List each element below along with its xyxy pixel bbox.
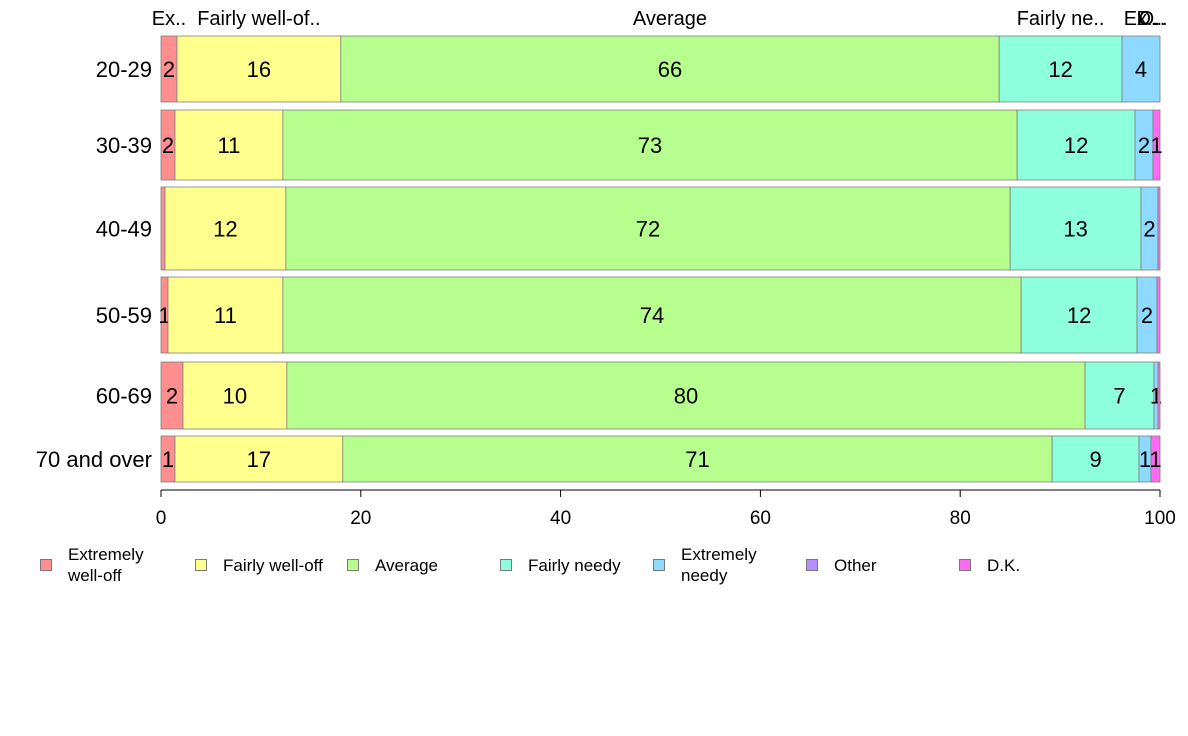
legend-swatch xyxy=(347,559,359,571)
legend-swatch xyxy=(40,559,52,571)
legend-item-dk: D.K. xyxy=(959,543,1020,587)
data-label: 1 xyxy=(1150,133,1162,158)
bar-segment xyxy=(1156,276,1161,354)
legend-label: Other xyxy=(834,555,877,575)
bar-segment xyxy=(1020,276,1138,354)
data-label: 12 xyxy=(213,217,237,242)
legend-label: Fairly needy xyxy=(528,555,621,575)
bar-segment xyxy=(1016,109,1136,181)
bar-segment xyxy=(1051,435,1140,483)
segment-top-label: Ex.. xyxy=(152,8,186,30)
data-label: 12 xyxy=(1064,133,1088,158)
data-label: 2 xyxy=(1143,217,1155,242)
bar-segment xyxy=(285,186,1011,271)
data-label: 16 xyxy=(247,57,271,82)
segment-top-label: Fairly well-of.. xyxy=(197,8,320,30)
bar-segment xyxy=(1121,35,1161,103)
data-label: 66 xyxy=(658,57,682,82)
bar-segment xyxy=(340,35,1000,103)
data-label: 2 xyxy=(163,57,175,82)
y-tick-label: 30-39 xyxy=(96,133,152,158)
bar-segment xyxy=(342,435,1053,483)
data-label: 2 xyxy=(1141,303,1153,328)
bar-segment xyxy=(167,276,284,354)
x-tick-label: 80 xyxy=(950,508,971,529)
data-label: 12 xyxy=(1048,57,1072,82)
y-tick-label: 20-29 xyxy=(96,57,152,82)
bar-segment xyxy=(286,361,1086,430)
data-label: 2 xyxy=(162,133,174,158)
data-label: 4 xyxy=(1135,57,1147,82)
legend-label: Fairly well-off xyxy=(223,555,323,575)
x-tick-label: 40 xyxy=(550,508,571,529)
data-label: 1 xyxy=(162,447,174,472)
bar-segment xyxy=(1009,186,1142,271)
data-label: 12 xyxy=(1067,303,1091,328)
legend-swatch xyxy=(195,559,207,571)
data-label: 74 xyxy=(640,303,664,328)
x-tick-label: 20 xyxy=(350,508,371,529)
data-label: 11 xyxy=(214,303,237,328)
data-label: 10 xyxy=(223,384,247,409)
legend-item-average: Average xyxy=(347,543,438,587)
segment-top-label: O.. xyxy=(1139,8,1166,30)
bar-segment xyxy=(1084,361,1155,430)
legend-item-extremely-well-off: Extremely well-off xyxy=(40,543,144,587)
data-label: 1 xyxy=(158,303,170,328)
legend-swatch xyxy=(500,559,512,571)
data-label: 73 xyxy=(638,133,662,158)
data-label: 7 xyxy=(1113,384,1125,409)
x-tick-label: 60 xyxy=(750,508,771,529)
x-tick-label: 100 xyxy=(1144,508,1176,529)
chart-legend: Extremely well-off Fairly well-off Avera… xyxy=(0,543,1188,593)
legend-label: D.K. xyxy=(987,555,1021,575)
data-label: 71 xyxy=(685,447,709,472)
segment-top-label: Average xyxy=(633,8,707,30)
bar-segment xyxy=(1152,109,1161,181)
y-tick-label: 50-59 xyxy=(96,303,152,328)
legend-swatch xyxy=(653,559,665,571)
bar-segment xyxy=(164,186,287,271)
legend-label: Extremely well-off xyxy=(68,545,144,585)
bar-segment xyxy=(182,361,288,430)
y-tick-label: 40-49 xyxy=(96,217,152,242)
data-label: 1 xyxy=(1139,447,1151,472)
bar-segment xyxy=(174,109,284,181)
data-label: 13 xyxy=(1063,217,1087,242)
y-tick-label: 70 and over xyxy=(36,447,152,472)
data-label: 1 xyxy=(1149,447,1161,472)
bar-segment xyxy=(176,35,342,103)
segment-top-label: Fairly ne.. xyxy=(1017,8,1105,30)
data-label: 9 xyxy=(1089,447,1101,472)
x-tick-label: 0 xyxy=(156,508,167,529)
legend-swatch xyxy=(959,559,971,571)
data-label: 72 xyxy=(636,217,660,242)
bar-segment xyxy=(160,186,166,271)
bar-segment xyxy=(1157,361,1161,430)
bar-segment xyxy=(1157,186,1161,271)
data-label: 2 xyxy=(166,384,178,409)
bar-segment xyxy=(1150,435,1161,483)
data-label: 80 xyxy=(674,384,698,409)
data-label: 17 xyxy=(247,447,271,472)
legend-item-other: Other xyxy=(806,543,877,587)
segment-top-label: Ex.. xyxy=(1124,8,1158,30)
bar-segment xyxy=(174,435,344,483)
data-label: 2 xyxy=(1138,133,1150,158)
segment-top-label: D... xyxy=(1136,8,1167,30)
legend-item-fairly-well-off: Fairly well-off xyxy=(195,543,323,587)
bar-segment xyxy=(282,109,1018,181)
legend-swatch xyxy=(806,559,818,571)
data-label: 11 xyxy=(218,133,241,158)
legend-label: Extremely needy xyxy=(681,545,757,585)
legend-item-extremely-needy: Extremely needy xyxy=(653,543,757,587)
y-tick-label: 60-69 xyxy=(96,384,152,409)
legend-item-fairly-needy: Fairly needy xyxy=(500,543,621,587)
legend-label: Average xyxy=(375,555,439,575)
bar-segment xyxy=(998,35,1123,103)
